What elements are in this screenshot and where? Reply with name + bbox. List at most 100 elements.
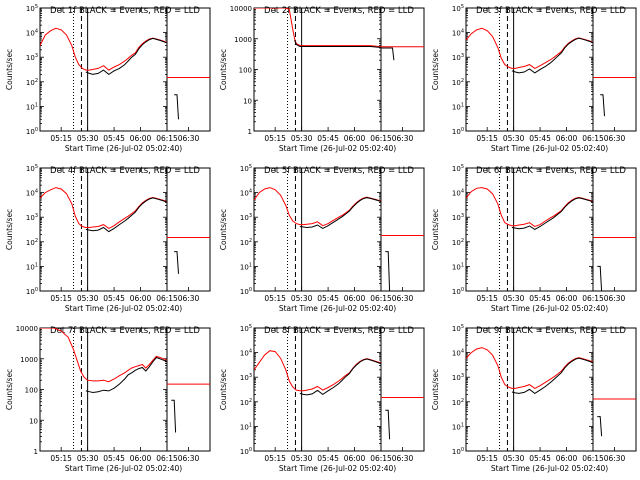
x-tick-label: 05:30 [503,294,525,303]
x-tick-label: 05:15 [50,294,72,303]
x-tick-label: 05:15 [50,454,72,463]
y-tick-label: 103 [26,53,38,62]
panel-det-5f: Det 5f BLACK = Events, RED = LLD 100 101 10… [219,164,425,313]
x-tick-label: 05:15 [264,454,286,463]
series-events-line [511,357,593,395]
x-tick-label: 06:00 [344,454,366,463]
y-axis-label: Counts/sec [431,49,440,90]
y-tick-label: 1 [34,448,38,456]
series-events-line [511,37,593,74]
series-lld-line [254,187,381,227]
y-tick-label: 104 [240,349,252,358]
plot-frame [39,7,168,132]
panel-title: Det 9f BLACK = Events, RED = LLD [476,326,626,336]
x-tick-label: 05:30 [503,134,525,143]
y-tick-label: 100 [452,127,464,136]
plot-frame [253,167,382,292]
panel-det-7f: Det 7f BLACK = Events, RED = LLD 1 10 100 10… [5,325,211,473]
y-tick-label: 100 [240,287,252,296]
y-tick-label: 104 [452,189,464,198]
y-tick-label: 105 [452,324,464,333]
x-tick-label: 05:45 [103,134,125,143]
break-frame [166,167,211,292]
y-tick-label: 100 [240,447,252,456]
x-tick-label: 05:45 [529,294,551,303]
y-tick-label: 103 [452,213,464,222]
x-tick-label: 05:15 [50,134,72,143]
break-frame [380,7,425,132]
panel-title: Det 1f BLACK = Events, RED = LLD [50,6,200,16]
x-axis-label: Start Time (26-Jul-02 05:02:40) [279,144,396,153]
break-frame [592,7,637,132]
x-axis-label: Start Time (26-Jul-02 05:02:40) [65,144,182,153]
series-lld-line [254,350,381,392]
break-events-line [600,94,605,117]
x-tick-label: 06:30 [392,294,414,303]
break-events-line [171,399,177,433]
y-tick-label: 102 [240,398,252,407]
x-tick-label: 05:15 [476,134,498,143]
y-tick-label: 10 [243,97,252,105]
y-tick-label: 101 [240,262,252,271]
y-axis-label: Counts/sec [431,369,440,410]
panel-title: Det 2f BLACK = Events, RED = LLD [264,6,414,16]
x-tick-label: 06:00 [556,454,578,463]
x-axis-label: Start Time (26-Jul-02 05:02:40) [491,464,608,473]
y-tick-label: 101 [452,102,464,111]
panel-title: Det 7f BLACK = Events, RED = LLD [50,326,200,336]
y-tick-label: 105 [240,324,252,333]
y-tick-label: 101 [452,262,464,271]
x-tick-label: 05:15 [264,294,286,303]
x-tick-label: 05:15 [476,454,498,463]
y-tick-label: 104 [26,189,38,198]
x-tick-label: 05:45 [317,134,339,143]
break-frame [166,327,211,452]
break-frame [380,167,425,292]
x-axis-label: Start Time (26-Jul-02 05:02:40) [65,464,182,473]
break-frame [166,7,211,132]
break-events-line [385,251,391,291]
break-events-line [597,416,603,437]
x-axis-label: Start Time (26-Jul-02 05:02:40) [279,464,396,473]
x-tick-label: 05:30 [503,454,525,463]
x-tick-label: 06:15 [156,134,178,143]
x-tick-label: 05:30 [291,294,313,303]
series-lld-line [466,27,593,69]
panel-det-8f: Det 8f BLACK = Events, RED = LLD 100 101 10… [219,324,425,473]
y-axis-label: Counts/sec [219,209,228,250]
x-tick-label: 05:30 [291,134,313,143]
y-tick-label: 101 [452,422,464,431]
x-tick-label: 06:30 [178,134,200,143]
y-tick-label: 1000 [234,36,252,44]
x-tick-label: 06:30 [604,134,626,143]
x-tick-label: 06:15 [156,454,178,463]
y-tick-label: 102 [240,238,252,247]
x-tick-label: 06:00 [130,294,152,303]
x-tick-label: 06:30 [178,454,200,463]
break-events-line [174,94,179,120]
x-tick-label: 06:00 [344,134,366,143]
y-tick-label: 100 [452,287,464,296]
panel-det-1f: Det 1f BLACK = Events, RED = LLD 100 101 10… [5,4,211,153]
series-lld-line [466,187,593,228]
y-tick-label: 103 [452,53,464,62]
panel-det-4f: Det 4f BLACK = Events, RED = LLD 100 101 10… [5,164,211,313]
x-tick-label: 05:45 [103,454,125,463]
y-axis-label: Counts/sec [219,49,228,90]
y-tick-label: 104 [26,29,38,38]
y-tick-label: 102 [26,78,38,87]
panel-det-3f: Det 3f BLACK = Events, RED = LLD 100 101 10… [431,4,637,153]
y-axis-label: Counts/sec [5,49,14,90]
y-tick-label: 102 [26,238,38,247]
break-frame [592,327,637,452]
series-lld-line [40,27,167,71]
x-tick-label: 06:15 [582,454,604,463]
y-tick-label: 103 [26,213,38,222]
break-events-line [381,47,395,61]
x-tick-label: 05:30 [77,134,99,143]
panel-title: Det 4f BLACK = Events, RED = LLD [50,166,200,176]
x-tick-label: 06:00 [130,454,152,463]
x-axis-label: Start Time (26-Jul-02 05:02:40) [65,304,182,313]
series-lld-line [40,187,167,229]
y-tick-label: 100 [26,287,38,296]
